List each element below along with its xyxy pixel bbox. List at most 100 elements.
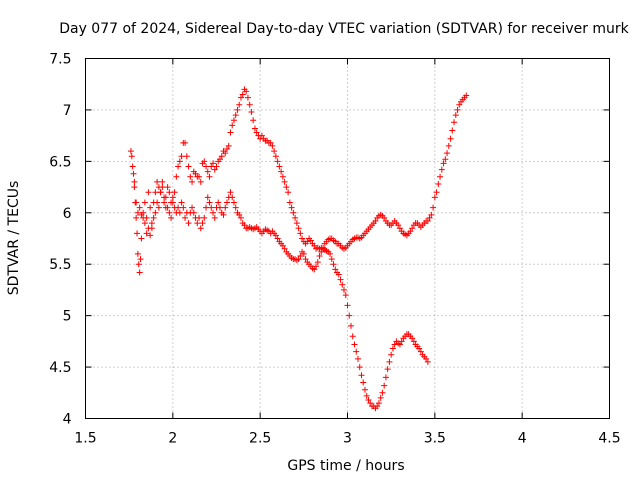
data-point	[230, 117, 237, 124]
data-point	[225, 142, 232, 149]
data-point	[361, 386, 368, 393]
data-point	[372, 218, 379, 225]
data-point	[234, 106, 241, 113]
data-point	[435, 180, 442, 187]
data-point	[185, 220, 192, 227]
data-point	[145, 189, 152, 196]
data-point	[320, 244, 327, 251]
data-point	[201, 158, 208, 165]
data-point	[196, 173, 203, 180]
data-point	[141, 220, 148, 227]
y-tick-labels: 4 4.5 5 5.5 6 6.5 7 7.5	[49, 52, 71, 428]
data-point	[342, 292, 349, 299]
data-point	[423, 355, 430, 362]
data-point	[152, 209, 159, 216]
data-point	[454, 106, 461, 113]
data-point	[189, 178, 196, 185]
data-point	[447, 135, 454, 142]
data-point	[176, 209, 183, 216]
data-point	[137, 256, 144, 263]
data-point	[283, 184, 290, 191]
data-point	[147, 204, 154, 211]
data-point	[328, 256, 335, 263]
data-point	[449, 127, 456, 134]
data-point	[201, 214, 208, 221]
data-point	[285, 189, 292, 196]
data-point	[182, 139, 189, 146]
data-point	[157, 189, 164, 196]
data-point	[136, 204, 143, 211]
data-point	[223, 146, 230, 153]
data-point	[463, 92, 470, 99]
data-point	[237, 214, 244, 221]
data-point	[430, 204, 437, 211]
data-point	[279, 173, 286, 180]
data-point	[208, 204, 215, 211]
data-point	[215, 199, 222, 206]
data-point	[133, 199, 140, 206]
data-point	[341, 286, 348, 293]
data-point	[346, 312, 353, 319]
data-point	[375, 400, 382, 407]
y-tick-label: 5	[63, 309, 72, 325]
data-point	[351, 341, 358, 348]
data-point	[243, 88, 250, 95]
y-tick-label: 4	[63, 412, 72, 428]
x-tick-label: 3.5	[424, 431, 446, 447]
data-point	[148, 220, 155, 227]
data-point	[210, 160, 217, 167]
data-point	[253, 129, 260, 136]
data-point	[353, 348, 360, 355]
data-point	[222, 150, 229, 157]
data-point	[138, 211, 145, 218]
data-point	[185, 163, 192, 170]
data-point	[211, 214, 218, 221]
data-point	[286, 199, 293, 206]
data-point	[216, 204, 223, 211]
data-point	[292, 214, 299, 221]
data-point	[438, 166, 445, 173]
data-point	[281, 245, 288, 252]
y-tick-label: 4.5	[49, 360, 71, 376]
data-point	[178, 153, 185, 160]
data-point	[327, 250, 334, 257]
data-point	[295, 225, 302, 232]
data-point	[136, 269, 143, 276]
data-point	[398, 338, 405, 345]
data-point	[416, 345, 423, 352]
data-point	[347, 322, 354, 329]
data-point	[152, 189, 159, 196]
data-point	[175, 163, 182, 170]
data-point	[299, 235, 306, 242]
data-point	[386, 358, 393, 365]
data-point	[344, 302, 351, 309]
data-point	[365, 396, 372, 403]
data-point	[304, 238, 311, 245]
data-point	[150, 214, 157, 221]
data-point	[232, 112, 239, 119]
y-tick-label: 5.5	[49, 257, 71, 273]
data-point	[159, 184, 166, 191]
data-point	[396, 341, 403, 348]
data-point	[134, 209, 141, 216]
data-point	[295, 256, 302, 263]
data-point	[456, 101, 463, 108]
data-point	[358, 372, 365, 379]
data-point	[302, 256, 309, 263]
data-point	[246, 101, 253, 108]
data-point	[227, 129, 234, 136]
data-point	[208, 163, 215, 170]
data-point	[180, 204, 187, 211]
data-point	[288, 204, 295, 211]
chart-title: Day 077 of 2024, Sidereal Day-to-day VTE…	[59, 21, 629, 37]
data-point	[164, 184, 171, 191]
data-point	[442, 156, 449, 163]
data-point	[431, 194, 438, 201]
data-point	[128, 153, 135, 160]
data-point	[409, 335, 416, 342]
data-point	[440, 160, 447, 167]
data-point	[197, 225, 204, 232]
data-point	[134, 250, 141, 257]
data-point	[145, 225, 152, 232]
